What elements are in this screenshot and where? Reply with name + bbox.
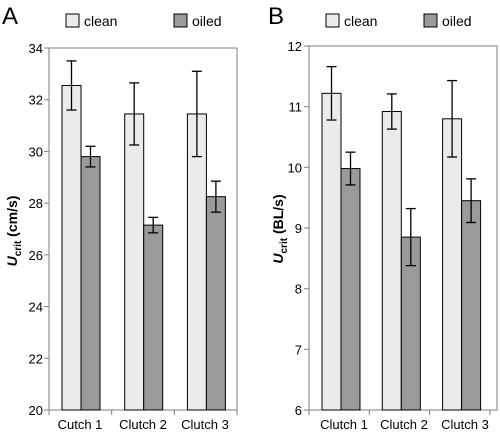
- legend-b-oiled-label: oiled: [442, 13, 472, 29]
- y-tick-label-b-5: 11: [289, 100, 303, 115]
- legend-a-oiled-label: oiled: [192, 13, 222, 29]
- bar-a-clean-1: [61, 84, 82, 411]
- legend-a-oiled-swatch: [173, 13, 188, 28]
- panel-b: B clean oiled Ucrit (BL/s) 6 7 8 9 10 11 12 Cl…: [268, 3, 498, 432]
- y-tick-label-b-3: 9: [295, 221, 302, 236]
- panel-b-label: B: [268, 3, 284, 30]
- y-tick-label-a-0: 20: [29, 403, 43, 418]
- bar-b-oiled-1: [340, 168, 361, 411]
- bar-b-oiled-3: [461, 200, 482, 411]
- y-tick-label-b-2: 8: [295, 282, 302, 297]
- panel-a-x-labels: Cutch 1 Clutch 2 Clutch 3: [58, 417, 229, 432]
- bar-a-oiled-3: [205, 196, 226, 411]
- x-tick-label-b-1: Clutch 1: [320, 417, 368, 432]
- panel-a-legend: clean oiled: [65, 13, 222, 29]
- x-tick-label-b-3: Clutch 3: [441, 417, 489, 432]
- x-tick-label-b-2: Clutch 2: [380, 417, 428, 432]
- panel-a-label: A: [2, 3, 18, 30]
- x-tick-label-a-1: Cutch 1: [58, 417, 103, 432]
- y-tick-label-a-1: 22: [29, 351, 43, 366]
- legend-b-clean-label: clean: [344, 13, 377, 29]
- panel-a-y-axis-title: Ucrit (cm/s): [4, 196, 24, 267]
- y-tick-label-b-0: 6: [295, 403, 302, 418]
- y-tick-label-a-2: 24: [29, 300, 43, 315]
- legend-a-clean-label: clean: [84, 13, 117, 29]
- y-tick-label-a-7: 34: [29, 41, 43, 56]
- panel-a-marks: 20 22 24 26 28 30 32 34: [29, 41, 238, 418]
- panel-b-marks: 6 7 8 9 10 11 12: [288, 39, 491, 418]
- bar-b-clean-3: [442, 118, 463, 411]
- legend-b-clean-swatch: [325, 13, 340, 28]
- legend-a-clean-swatch: [65, 13, 80, 28]
- y-tick-label-a-6: 32: [29, 93, 43, 108]
- bar-b-clean-2: [381, 111, 402, 411]
- bar-a-oiled-1: [80, 156, 101, 411]
- panel-b-legend: clean oiled: [325, 13, 472, 29]
- bar-a-clean-2: [124, 113, 145, 411]
- panel-a: A clean oiled Ucrit (cm/s) 20 22 24 26 28 30 3…: [2, 3, 238, 432]
- y-tick-label-a-5: 30: [29, 144, 43, 159]
- panel-b-x-labels: Clutch 1 Clutch 2 Clutch 3: [320, 417, 489, 432]
- y-tick-label-a-4: 28: [29, 196, 43, 211]
- legend-b-oiled-swatch: [423, 13, 438, 28]
- y-tick-label-b-4: 10: [288, 160, 302, 175]
- x-tick-label-a-3: Clutch 3: [181, 417, 229, 432]
- y-tick-label-b-6: 12: [288, 39, 302, 54]
- y-tick-label-a-3: 26: [29, 248, 43, 263]
- panel-b-y-axis-title: Ucrit (BL/s): [270, 194, 290, 263]
- y-tick-label-b-1: 7: [295, 342, 302, 357]
- bar-b-clean-1: [321, 92, 342, 411]
- x-tick-label-a-2: Clutch 2: [119, 417, 167, 432]
- bar-a-clean-3: [186, 113, 207, 411]
- bar-a-oiled-2: [143, 224, 164, 411]
